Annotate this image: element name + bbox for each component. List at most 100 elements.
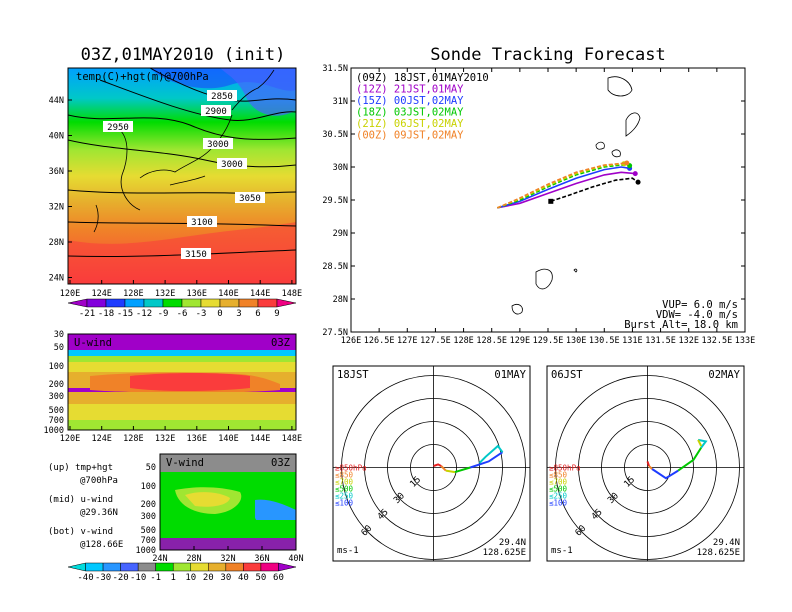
- hodograph-level-label: ≤500: [549, 485, 568, 494]
- colorbar-tick: -20: [112, 573, 128, 583]
- colorbar-tick: 0: [217, 309, 222, 319]
- hodograph-level-label: ≤700: [335, 478, 354, 487]
- track-x-tick: 127.5E: [420, 336, 451, 346]
- map-panel: 2850 2900 2950 3000 3000 3050 3100 3150 temp(C)…: [49, 67, 302, 299]
- launch-marker: [548, 198, 554, 204]
- colorbar-tick: -15: [117, 309, 133, 319]
- colorbar-tick: 10: [185, 573, 196, 583]
- tracking-frame: [350, 67, 746, 333]
- map-lon-tick: 124E: [91, 289, 111, 299]
- hodograph-segment: [445, 469, 456, 474]
- colorbar-swatch: [172, 562, 192, 572]
- uwind-x-tick: 120E: [60, 434, 80, 444]
- note-bot-head: (bot) v-wind: [48, 527, 113, 537]
- track-legend-entry: (21Z) 06JST,02MAY: [356, 118, 464, 130]
- colorbar-swatch: [143, 298, 164, 308]
- map-lat-tick: 28N: [49, 238, 64, 248]
- hodograph-segment: [433, 463, 442, 467]
- map-lat-tick: 24N: [49, 274, 64, 284]
- hodograph-level-label: ≥850hPa: [335, 464, 367, 473]
- track-y-tick: 28N: [333, 295, 348, 305]
- colorbar-tick: -3: [196, 309, 207, 319]
- colorbar-swatch: [260, 562, 279, 572]
- track-y-tick: 29.5N: [322, 196, 348, 206]
- uwind-x-tick: 140E: [218, 434, 238, 444]
- colorbar-tick: -18: [98, 309, 114, 319]
- hodograph-lat: 29.4N: [713, 538, 740, 548]
- map-lon-tick: 144E: [250, 289, 270, 299]
- hodograph-level-label: ≤700: [549, 478, 568, 487]
- hodograph-lat: 29.4N: [499, 538, 526, 548]
- uwind-y-tick: 30: [54, 330, 64, 340]
- note-up-head: (up) tmp+hgt: [48, 463, 113, 473]
- map-lon-tick: 120E: [60, 289, 80, 299]
- tracking-panel: 126E 126.5E 127E 127.5E 128E 128.5E 129E 129.5E…: [322, 64, 755, 346]
- hodograph-segment: [651, 468, 679, 480]
- colorbar-tick: 50: [256, 573, 267, 583]
- hodograph-unit: ms-1: [551, 546, 573, 556]
- uwind-time: 03Z: [271, 337, 290, 349]
- hodograph-date: 01MAY: [494, 369, 526, 381]
- coastlines: [93, 69, 275, 233]
- colorbar-swatch: [105, 298, 126, 308]
- hodograph-segment: [697, 438, 708, 449]
- vwind-x-tick: 32N: [220, 554, 235, 564]
- track-legend-entry: (15Z) 00JST,02MAY: [356, 95, 464, 107]
- note-bot-sub: @128.66E: [80, 540, 123, 550]
- colorbar-tick: 40: [238, 573, 249, 583]
- hodograph-lon: 128.625E: [697, 548, 740, 558]
- hodograph-level-label: ≤850: [549, 471, 568, 480]
- colorbar-swatch: [181, 298, 202, 308]
- vwind-y-tick: 700: [141, 536, 156, 546]
- colorbar-swatch: [243, 562, 262, 572]
- colorbar-tick: -1: [150, 573, 161, 583]
- hodograph-level-label: ≤100: [335, 499, 354, 508]
- cold-core: [220, 68, 296, 116]
- colorbar-tick: 20: [203, 573, 214, 583]
- vwind-y-tick: 1000: [136, 546, 156, 556]
- uwind-y-tick: 1000: [44, 426, 64, 436]
- track-y-tick: 30N: [333, 163, 348, 173]
- hodograph-level-label: ≤500: [335, 485, 354, 494]
- colorbar-tick: -40: [77, 573, 93, 583]
- colorbar-swatch: [200, 298, 221, 308]
- track-y-tick: 31N: [333, 97, 348, 107]
- uwind-x-tick: 124E: [91, 434, 111, 444]
- track-x-tick: 127E: [397, 336, 417, 346]
- colorbar-tick: 1: [171, 573, 176, 583]
- uwind-x-tick: 148E: [282, 434, 302, 444]
- track-series-line: [497, 171, 636, 209]
- colorbar-tick: 30: [220, 573, 231, 583]
- track-y-tick: 27.5N: [322, 328, 348, 338]
- map-lon-tick: 136E: [187, 289, 207, 299]
- uwind-y-tick: 100: [49, 362, 64, 372]
- colorbar-swatch: [257, 298, 278, 308]
- uwind-y-tick: 300: [49, 392, 64, 402]
- track-legend-entry: (18Z) 03JST,02MAY: [356, 107, 464, 119]
- colorbar-swatch: [102, 562, 121, 572]
- colorbar-swatch: [238, 298, 259, 308]
- vwind-x-tick: 36N: [254, 554, 269, 564]
- hodograph-level-label: ≤100: [549, 499, 568, 508]
- colorbar-tick: -10: [130, 573, 146, 583]
- vwind-time: 03Z: [271, 457, 290, 469]
- track-x-tick: 130.5E: [589, 336, 620, 346]
- uwind-y-tick: 200: [49, 380, 64, 390]
- track-x-tick: 131.5E: [645, 336, 676, 346]
- hodograph-segment: [478, 444, 504, 464]
- vwind-label: V-wind: [166, 457, 204, 469]
- uwind-x-tick: 128E: [123, 434, 143, 444]
- hodograph-segment: [469, 451, 504, 469]
- map-lon-tick: 148E: [282, 289, 302, 299]
- colorbar-swatch: [67, 562, 86, 572]
- hodograph-level-label: ≤250: [549, 492, 568, 501]
- vwind-y-tick: 500: [141, 526, 156, 536]
- colorbar-swatch: [162, 298, 183, 308]
- note-up-sub: @700hPa: [80, 476, 118, 486]
- colorbar-swatch: [225, 562, 244, 572]
- contour-label: 3000: [207, 140, 229, 150]
- uwind-x-tick: 132E: [155, 434, 175, 444]
